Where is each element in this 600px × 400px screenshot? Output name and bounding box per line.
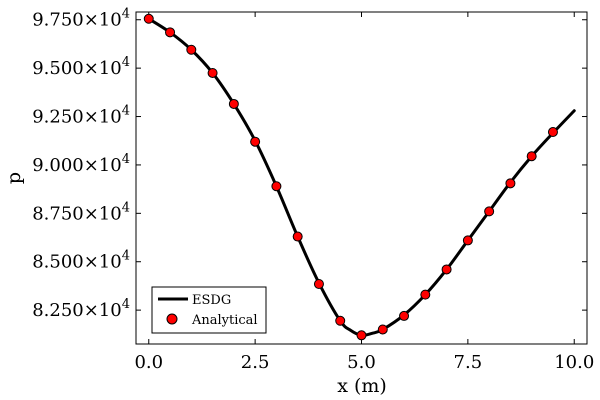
analytical-point (271, 181, 282, 192)
x-tick-label: 0.0 (134, 352, 163, 373)
x-tick-label: 2.5 (241, 352, 270, 373)
y-tick-label: 9.250×104 (32, 104, 130, 128)
analytical-point (250, 136, 261, 147)
legend-box (151, 286, 267, 334)
analytical-point (526, 151, 537, 162)
x-axis-ticks: 0.0 2.5 5.0 7.5 10.0 (134, 12, 594, 373)
y-tick-label: 9.750×104 (32, 7, 130, 31)
analytical-point (377, 324, 388, 335)
x-axis-label: x (m) (337, 375, 387, 397)
analytical-point (207, 67, 218, 78)
analytical-point (399, 310, 410, 321)
analytical-point (484, 206, 495, 217)
legend-marker-analytical (166, 313, 178, 325)
analytical-point (143, 13, 154, 24)
analytical-point (356, 330, 367, 341)
analytical-point (313, 278, 324, 289)
x-tick-label: 7.5 (454, 352, 483, 373)
analytical-point (462, 235, 473, 246)
y-tick-label: 8.500×104 (32, 249, 130, 273)
analytical-point (165, 27, 176, 38)
y-axis-ticks: 8.250×104 8.500×104 8.750×104 9.000×104 9.25… (32, 7, 587, 321)
y-tick-label: 8.250×104 (32, 297, 130, 321)
analytical-point (547, 127, 558, 138)
y-tick-label: 9.000×104 (32, 152, 130, 176)
analytical-point (441, 264, 452, 275)
analytical-point (228, 98, 239, 109)
analytical-point (186, 44, 197, 55)
analytical-point (335, 315, 346, 326)
x-tick-label: 10.0 (554, 352, 594, 373)
y-tick-label: 8.750×104 (32, 200, 130, 224)
legend: ESDG Analytical (151, 286, 267, 334)
series-markers (143, 13, 558, 341)
analytical-point (420, 289, 431, 300)
analytical-point (505, 178, 516, 189)
analytical-point (292, 231, 303, 242)
x-tick-label: 5.0 (347, 352, 376, 373)
y-tick-label: 9.500×104 (32, 55, 130, 79)
y-axis-label: p (3, 172, 25, 184)
legend-label-analytical: Analytical (191, 313, 258, 328)
legend-label-esdg: ESDG (192, 293, 231, 308)
